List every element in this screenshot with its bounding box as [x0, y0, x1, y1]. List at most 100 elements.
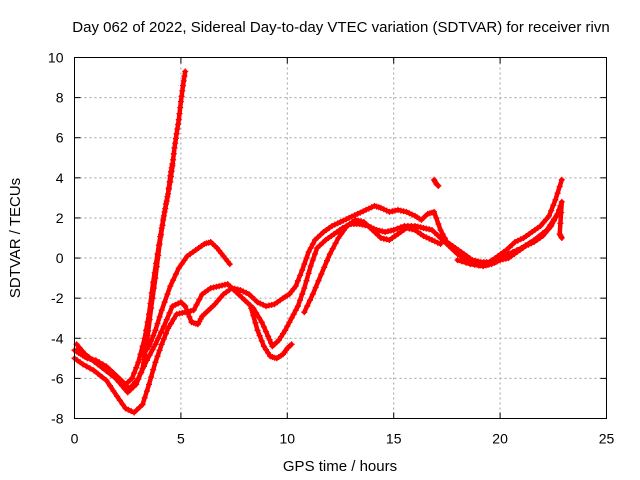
data-point-marker	[133, 364, 140, 371]
data-point-marker	[437, 241, 444, 247]
data-point-marker	[163, 198, 170, 205]
plot-frame	[74, 57, 607, 419]
data-point-marker	[329, 245, 336, 252]
x-tick-label: 15	[386, 431, 402, 447]
data-point-marker	[547, 221, 554, 228]
data-point-marker	[166, 309, 173, 316]
data-point-marker	[170, 277, 177, 284]
data-point-marker	[535, 233, 542, 240]
data-point-marker	[377, 235, 384, 241]
data-point-marker	[148, 374, 155, 381]
data-point-marker	[143, 388, 150, 395]
data-point-marker	[184, 308, 191, 315]
data-point-marker	[99, 374, 106, 381]
data-point-marker	[397, 207, 404, 214]
series-markers-track-7	[301, 216, 444, 316]
data-point-marker	[258, 319, 265, 326]
data-point-marker	[178, 261, 185, 268]
data-point-marker	[558, 235, 565, 241]
data-point-marker	[172, 135, 179, 142]
data-point-marker	[145, 327, 152, 334]
data-point-marker	[180, 77, 187, 84]
data-point-marker	[164, 291, 171, 298]
data-point-marker	[131, 370, 138, 376]
data-point-marker	[307, 297, 313, 304]
data-point-marker	[284, 323, 291, 330]
data-point-marker	[158, 231, 164, 238]
series-markers-track-4	[75, 176, 565, 392]
data-point-marker	[248, 293, 255, 300]
data-point-marker	[332, 240, 339, 247]
data-point-marker	[435, 221, 442, 227]
data-point-marker	[182, 68, 189, 75]
x-tick-label: 20	[492, 431, 508, 447]
data-point-marker	[526, 239, 533, 246]
data-point-marker	[292, 283, 299, 290]
data-point-marker	[331, 221, 338, 228]
data-point-marker	[180, 82, 186, 89]
data-point-marker	[309, 241, 316, 247]
data-point-marker	[210, 284, 217, 291]
data-point-marker	[543, 227, 550, 233]
data-point-marker	[221, 281, 228, 288]
data-point-marker	[226, 261, 233, 268]
y-tick-label: -4	[51, 330, 64, 346]
data-point-marker	[175, 116, 182, 123]
data-point-marker	[155, 252, 162, 259]
data-point-marker	[116, 397, 123, 404]
data-point-marker	[165, 184, 172, 191]
data-point-marker	[156, 313, 163, 320]
data-point-marker	[277, 333, 284, 340]
data-point-marker	[517, 236, 524, 243]
data-point-marker	[552, 196, 559, 203]
data-point-marker	[434, 182, 441, 189]
data-point-marker	[172, 140, 179, 147]
data-point-marker	[557, 220, 564, 227]
data-point-marker	[236, 291, 243, 298]
data-point-marker	[414, 223, 421, 230]
data-point-marker	[297, 272, 304, 279]
data-point-marker	[484, 261, 491, 268]
data-point-marker	[321, 264, 328, 271]
data-point-marker	[149, 295, 156, 302]
data-point-marker	[292, 307, 299, 314]
data-point-marker	[383, 207, 390, 214]
data-point-marker	[288, 341, 295, 348]
data-point-marker	[420, 233, 427, 239]
data-point-marker	[509, 249, 516, 255]
data-point-marker	[152, 275, 159, 282]
data-point-marker	[375, 232, 382, 239]
data-point-marker	[303, 277, 310, 284]
data-point-marker	[146, 381, 152, 388]
data-point-marker	[282, 327, 289, 334]
data-point-marker	[159, 222, 166, 229]
data-point-marker	[434, 232, 441, 239]
data-point-marker	[275, 337, 282, 344]
data-point-marker	[280, 330, 286, 337]
data-point-marker	[224, 281, 231, 288]
data-point-marker	[488, 260, 495, 267]
y-tick-label: 0	[56, 250, 64, 266]
data-point-marker	[169, 303, 176, 310]
data-point-marker	[110, 388, 117, 395]
data-point-marker	[141, 363, 147, 370]
data-point-marker	[135, 375, 142, 382]
data-point-marker	[506, 244, 513, 251]
data-point-marker	[94, 370, 101, 377]
data-point-marker	[156, 347, 163, 354]
data-point-marker	[181, 73, 188, 80]
x-tick-label: 0	[71, 431, 79, 447]
data-point-marker	[558, 176, 565, 183]
data-point-marker	[294, 277, 301, 284]
data-point-marker	[248, 305, 255, 312]
data-point-marker	[256, 332, 263, 339]
data-point-marker	[103, 377, 110, 384]
data-point-marker	[475, 262, 482, 269]
data-point-marker	[107, 371, 114, 378]
data-point-marker	[307, 245, 314, 251]
data-point-marker	[250, 312, 257, 319]
data-point-marker	[132, 378, 139, 385]
data-point-marker	[366, 224, 373, 231]
y-tick-label: -6	[51, 370, 64, 386]
data-point-marker	[355, 217, 362, 224]
